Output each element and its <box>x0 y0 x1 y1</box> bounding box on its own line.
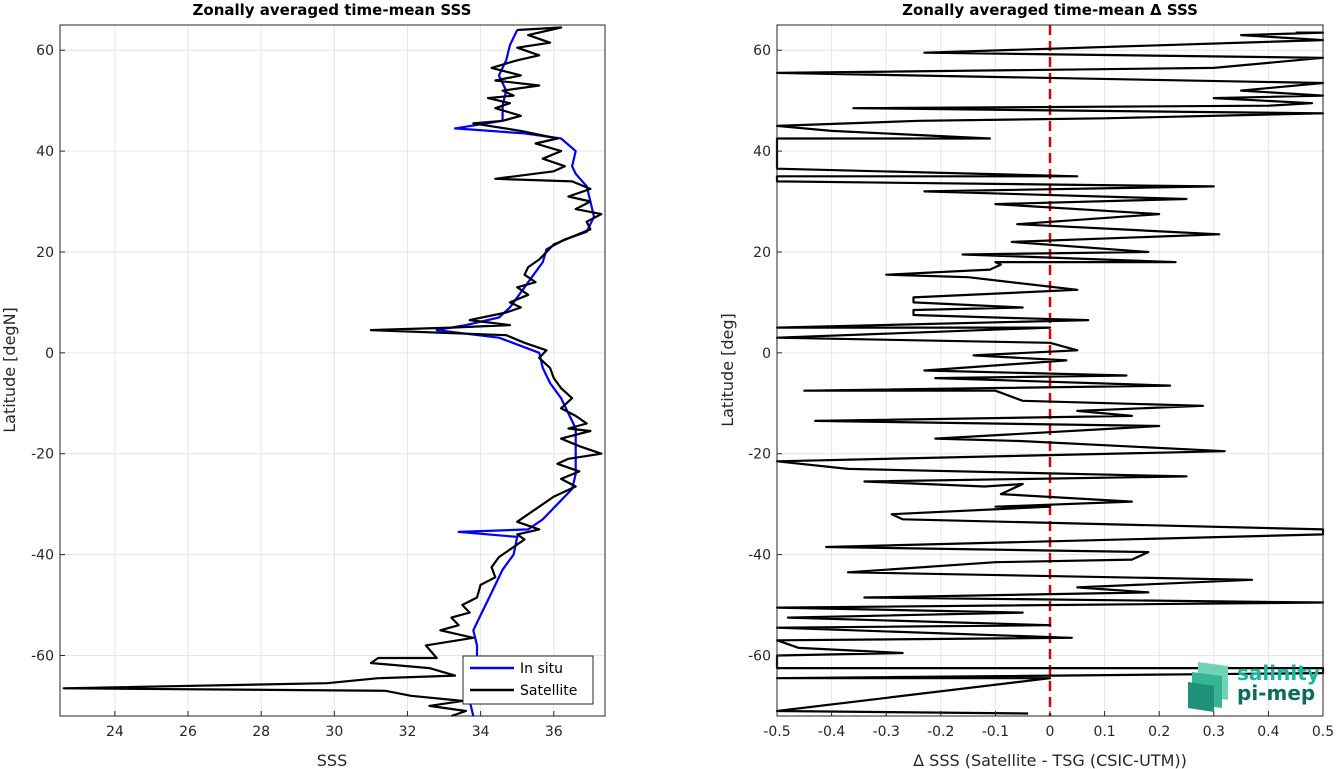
right-x-tick-label: -0.1 <box>982 724 1009 740</box>
right-x-tick-label: 0.2 <box>1148 724 1170 740</box>
logo-text-pi-mep: pi-mep <box>1237 681 1315 705</box>
legend-box <box>462 655 594 705</box>
salinity-pi-mep-logo: salinity pi-mep <box>1188 661 1320 712</box>
left-chart-title: Zonally averaged time-mean SSS <box>193 1 472 19</box>
right-chart-title: Zonally averaged time-mean Δ SSS <box>902 1 1198 19</box>
left-y-tick-label: 60 <box>36 43 54 59</box>
left-x-tick-label: 32 <box>399 724 417 740</box>
left-y-tick-label: -60 <box>31 648 54 664</box>
right-y-tick-label: -40 <box>748 548 771 564</box>
left-x-tick-label: 24 <box>106 724 124 740</box>
left-y-tick-label: 20 <box>36 245 54 261</box>
right-x-axis-label: Δ SSS (Satellite - TSG (CSIC-UTM)) <box>913 751 1187 769</box>
logo-text-salinity: salinity <box>1237 661 1320 685</box>
legend-label-in-situ: In situ <box>520 661 563 677</box>
left-grid <box>60 25 605 716</box>
right-y-tick-label: -20 <box>748 447 771 463</box>
right-y-tick-label: 40 <box>753 144 771 160</box>
legend: In situ Satellite <box>462 655 594 705</box>
right-y-tick-label: 60 <box>753 43 771 59</box>
right-series-group <box>775 31 1325 715</box>
right-y-tick-label: 0 <box>762 346 771 362</box>
left-axes-box <box>59 24 606 717</box>
left-y-tick-label: -20 <box>31 447 54 463</box>
left-x-tick-label: 36 <box>545 724 563 740</box>
right-x-tick-label: -0.3 <box>873 724 900 740</box>
left-series-group <box>62 26 603 718</box>
left-plot-area <box>60 25 605 716</box>
left-x-tick-label: 34 <box>472 724 490 740</box>
left-ticks: 24 26 28 30 32 34 36 -60 -40 -20 0 20 40 60 <box>31 43 563 740</box>
left-series-line-satellite <box>62 26 603 718</box>
left-chart: 24 26 28 30 32 34 36 -60 -40 -20 0 20 40 60 Zonally a… <box>0 1 606 769</box>
right-x-tick-label: -0.4 <box>818 724 845 740</box>
left-y-tick-label: 40 <box>36 144 54 160</box>
right-x-tick-label: 0 <box>1046 724 1055 740</box>
left-y-axis-label: Latitude [degN] <box>0 307 19 433</box>
right-y-tick-label: 20 <box>753 245 771 261</box>
right-ticks: -0.5 -0.4 -0.3 -0.2 -0.1 0 0.1 0.2 0.3 0.4 0.5 -60 -… <box>748 43 1334 740</box>
right-y-axis-label: Latitude [deg] <box>718 313 737 427</box>
left-x-tick-label: 26 <box>179 724 197 740</box>
right-x-tick-label: -0.2 <box>927 724 954 740</box>
right-x-tick-label: -0.5 <box>763 724 790 740</box>
right-chart: -0.5 -0.4 -0.3 -0.2 -0.1 0 0.1 0.2 0.3 0.4 0.5 -60 -… <box>718 1 1334 769</box>
left-x-tick-label: 30 <box>325 724 343 740</box>
right-x-tick-label: 0.3 <box>1203 724 1225 740</box>
legend-label-satellite: Satellite <box>520 683 577 699</box>
right-series-line-delta <box>775 31 1325 715</box>
logo-mark-icon <box>1188 662 1228 712</box>
left-y-tick-label: 0 <box>45 346 54 362</box>
left-y-tick-label: -40 <box>31 548 54 564</box>
right-x-tick-label: 0.5 <box>1312 724 1334 740</box>
right-y-tick-label: -60 <box>748 648 771 664</box>
right-x-tick-label: 0.1 <box>1093 724 1115 740</box>
left-x-axis-label: SSS <box>317 751 347 769</box>
left-x-tick-label: 28 <box>252 724 270 740</box>
right-x-tick-label: 0.4 <box>1257 724 1279 740</box>
